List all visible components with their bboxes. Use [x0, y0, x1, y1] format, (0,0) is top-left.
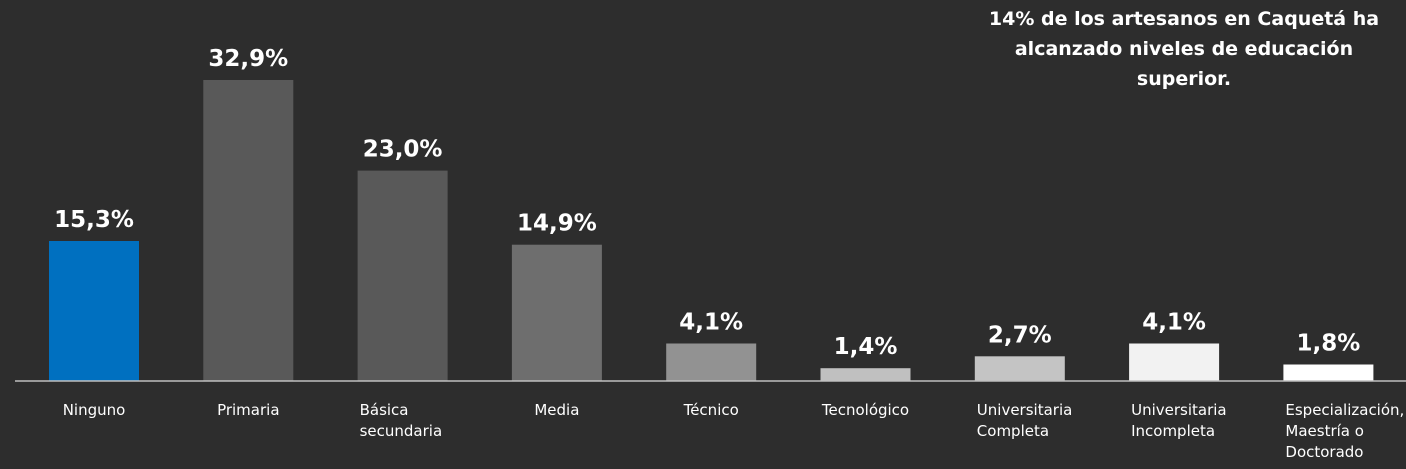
category-label-1: Primaria — [217, 401, 279, 419]
category-label-8: Especialización, Maestría o Doctorado — [1285, 401, 1404, 461]
category-label-5: Tecnológico — [821, 401, 909, 419]
value-label-6: 2,7% — [988, 322, 1052, 348]
bar-8 — [1283, 364, 1374, 381]
category-labels-group: Ninguno Primaria Básica secundaria Media Técn… — [63, 401, 1405, 461]
value-label-2: 23,0% — [363, 137, 443, 163]
bar-0 — [49, 241, 139, 381]
category-label-4: Técnico — [683, 401, 739, 419]
value-label-1: 32,9% — [208, 46, 288, 72]
category-label-7: Universitaria Incompleta — [1131, 401, 1227, 440]
value-label-7: 4,1% — [1142, 310, 1206, 336]
bar-6 — [974, 356, 1065, 381]
value-label-4: 4,1% — [679, 310, 743, 336]
bar-2 — [357, 170, 448, 381]
category-label-2: Básica secundaria — [360, 401, 443, 440]
value-label-0: 15,3% — [54, 207, 134, 233]
bars-group — [49, 80, 1374, 381]
bar-3 — [511, 244, 602, 381]
value-label-3: 14,9% — [517, 211, 597, 237]
bar-1 — [203, 80, 294, 381]
value-label-8: 1,8% — [1297, 331, 1361, 357]
category-label-3: Media — [534, 401, 579, 419]
category-label-6: Universitaria Completa — [977, 401, 1073, 440]
bar-4 — [666, 343, 757, 381]
bar-5 — [820, 368, 911, 381]
bar-7 — [1129, 343, 1220, 381]
value-labels-group: 15,3% 32,9% 23,0% 14,9% 4,1% 1,4% 2,7% 4,1% 1,8% — [54, 46, 1360, 360]
chart-annotation: 14% de los artesanos en Caquetá ha alcan… — [988, 8, 1380, 90]
category-label-0: Ninguno — [63, 401, 126, 419]
value-label-5: 1,4% — [834, 334, 898, 360]
